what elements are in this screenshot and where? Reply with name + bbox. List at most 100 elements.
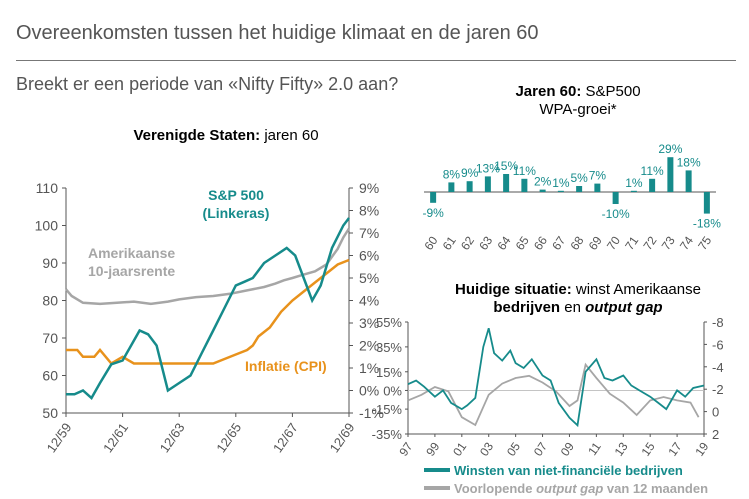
chart3-x-tick-label: 07 bbox=[531, 439, 550, 458]
chart1-legend-cpi: Inflatie (CPI) bbox=[245, 358, 327, 374]
chart1-left-tick-label: 60 bbox=[42, 368, 58, 384]
chart3-x-tick-label: 15 bbox=[639, 439, 658, 458]
chart3-x-tick-label: 97 bbox=[396, 439, 415, 458]
chart2-category-label: 69 bbox=[586, 233, 605, 252]
page-title: Overeenkomsten tussen het huidige klimaa… bbox=[16, 22, 539, 44]
chart2-category-label: 75 bbox=[695, 233, 714, 252]
chart2-bar-label: 1% bbox=[625, 176, 643, 190]
chart1-right-tick-label: 3% bbox=[359, 315, 379, 331]
chart3-title-line2: bedrijven en output gap bbox=[493, 299, 662, 316]
chart3-left-tick-label: 0% bbox=[383, 383, 402, 398]
chart1-series-cpi bbox=[66, 258, 350, 366]
chart2-eps-growth-bars: -9% 60 8% 61 9% 62 13% 63 15% 64 11% 65 2% 66 1% 67 5% 68… bbox=[421, 142, 721, 252]
chart2-bar-label: 1% bbox=[552, 176, 570, 190]
chart1-x-tick-label: 12/69 bbox=[327, 420, 358, 455]
chart2-bar bbox=[466, 181, 473, 192]
chart2-category-label: 60 bbox=[421, 233, 440, 252]
chart3-series-output-gap bbox=[407, 362, 700, 427]
chart3-right-tick-label: -8 bbox=[712, 315, 724, 330]
chart2-bar bbox=[539, 189, 546, 192]
chart1-legend-rate-2: 10-jaarsrente bbox=[88, 263, 175, 279]
chart3-left-tick-label: 15% bbox=[376, 365, 402, 380]
chart1-left-tick-label: 50 bbox=[42, 405, 58, 421]
chart1-left-tick-label: 100 bbox=[35, 218, 59, 234]
chart3-legend-gap-post: van 12 maanden bbox=[603, 481, 708, 496]
chart2-bar-label: 2% bbox=[534, 175, 552, 189]
chart1-legend-sp500-axis: (Linkeras) bbox=[203, 205, 270, 221]
chart1-left-tick-label: 90 bbox=[42, 255, 58, 271]
chart2-bar bbox=[594, 183, 601, 192]
chart3-legend-profits-label: Winsten van niet-financiële bedrijven bbox=[454, 463, 683, 478]
chart2-bar bbox=[630, 190, 637, 192]
chart1-us-1960s: 50 60 70 80 90 100 110 -1% 0% 1% 2% 3% 4% 5% 6% 7% 8% 9% 1… bbox=[35, 180, 384, 455]
chart1-right-tick-label: 1% bbox=[359, 360, 379, 376]
chart2-category-label: 62 bbox=[458, 233, 477, 252]
chart2-bar-label: 8% bbox=[443, 167, 461, 181]
chart1-right-tick-label: 2% bbox=[359, 338, 379, 354]
chart2-bar bbox=[685, 170, 692, 192]
chart3-x-tick-label: 11 bbox=[585, 439, 604, 458]
chart3-x-tick-label: 99 bbox=[423, 439, 442, 458]
page-subtitle: Breekt er een periode van «Nifty Fifty» … bbox=[16, 74, 399, 94]
chart2-category-label: 72 bbox=[640, 233, 659, 252]
chart1-x-tick-label: 12/65 bbox=[213, 420, 244, 455]
chart2-category-label: 74 bbox=[677, 233, 696, 252]
chart2-bar-label: 13% bbox=[476, 161, 500, 175]
chart1-legend-rate: Amerikaanse bbox=[88, 245, 175, 261]
chart1-title: Verenigde Staten: jaren 60 bbox=[133, 127, 318, 144]
chart1-x-tick-label: 12/59 bbox=[44, 420, 75, 455]
chart1-left-tick-label: 110 bbox=[36, 180, 59, 196]
chart2-bar bbox=[649, 178, 656, 192]
chart3-legend-gap-pre: Voorlopende bbox=[454, 481, 536, 496]
chart2-bar-label: 11% bbox=[513, 164, 536, 178]
chart2-bar-label: 18% bbox=[677, 155, 701, 169]
chart2-bar bbox=[448, 182, 455, 192]
chart2-bar-label: 7% bbox=[589, 169, 607, 183]
chart3-legend-gap-label: Voorlopende output gap van 12 maanden bbox=[454, 481, 708, 496]
chart1-right-tick-label: 9% bbox=[359, 180, 379, 196]
chart1-right-tick-label: 4% bbox=[359, 293, 379, 309]
chart3-x-tick-label: 01 bbox=[450, 439, 469, 458]
chart2-bar bbox=[612, 192, 619, 204]
chart3-series-profits bbox=[407, 327, 705, 428]
chart3-left-tick-label: -15% bbox=[372, 402, 403, 417]
chart1-right-tick-label: 5% bbox=[359, 270, 379, 286]
chart2-bar bbox=[430, 192, 437, 203]
chart2-category-label: 73 bbox=[659, 233, 678, 252]
chart2-bar bbox=[557, 190, 564, 192]
chart3-right-tick-label: -4 bbox=[712, 360, 724, 375]
chart2-category-label: 64 bbox=[494, 233, 513, 252]
chart2-bar bbox=[703, 192, 710, 214]
chart2-bar-label: 29% bbox=[658, 142, 682, 156]
title-divider bbox=[16, 60, 736, 61]
chart2-category-label: 65 bbox=[513, 233, 532, 252]
chart1-left-tick-label: 80 bbox=[42, 293, 58, 309]
chart3-right-tick-label: 0 bbox=[712, 405, 719, 420]
chart3-x-tick-label: 05 bbox=[504, 439, 523, 458]
chart2-title-line1: Jaren 60: S&P500 bbox=[515, 83, 640, 100]
chart1-right-tick-label: -1% bbox=[359, 405, 384, 421]
chart2-bar-label: -10% bbox=[602, 207, 630, 221]
chart2-bar bbox=[667, 157, 674, 192]
chart3-right-tick-label: -2 bbox=[712, 382, 724, 397]
chart2-category-label: 61 bbox=[440, 233, 459, 252]
chart2-category-label: 68 bbox=[567, 233, 586, 252]
chart1-right-tick-label: 7% bbox=[359, 225, 379, 241]
chart1-x-tick-label: 12/67 bbox=[270, 420, 301, 455]
chart3-left-tick-label: 55% bbox=[376, 315, 402, 330]
chart3-x-tick-label: 17 bbox=[665, 439, 684, 458]
chart2-bar-label: -9% bbox=[422, 206, 444, 220]
chart2-bar-label: 5% bbox=[570, 171, 588, 185]
chart1-x-tick-label: 12/61 bbox=[100, 420, 131, 455]
chart1-left-tick-label: 70 bbox=[42, 330, 58, 346]
chart2-bar bbox=[521, 178, 528, 192]
chart3-left-tick-label: 35% bbox=[376, 340, 402, 355]
chart1-right-tick-label: 8% bbox=[359, 203, 379, 219]
chart3-legend-gap-italic: output gap bbox=[536, 481, 603, 496]
chart1-x-tick-label: 12/63 bbox=[157, 420, 188, 455]
chart2-category-label: 67 bbox=[549, 233, 568, 252]
chart2-bar-label: 9% bbox=[461, 166, 479, 180]
chart3-right-tick-label: -6 bbox=[712, 337, 724, 352]
chart1-legend-sp500: S&P 500 bbox=[208, 187, 264, 203]
